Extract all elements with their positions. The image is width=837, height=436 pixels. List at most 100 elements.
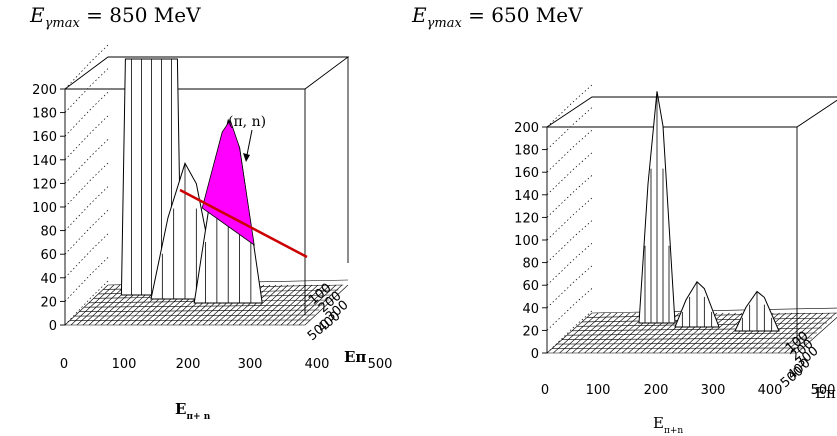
x-tick-label: 0 <box>541 383 549 398</box>
z-tick-label: 60 <box>522 279 539 294</box>
chart-panel-1: Eγmax = 850 MeV 0 20 40 60 80 100 120 140 160 180 2… <box>29 3 392 422</box>
x-tick-label: 200 <box>176 357 201 372</box>
floor-col <box>250 284 295 326</box>
floor-col <box>280 284 325 326</box>
floor-col <box>571 312 618 354</box>
y-axis-label: Eπ <box>344 348 366 366</box>
floor-col <box>584 312 630 354</box>
floor-col <box>82 284 127 326</box>
title-sub: γmax <box>45 16 81 31</box>
floor-row <box>561 337 813 340</box>
x-tick-label: 0 <box>60 357 68 372</box>
box-top <box>64 56 350 90</box>
x-tick-label: 400 <box>758 383 783 398</box>
z-gridline <box>64 233 109 279</box>
floor-col <box>765 312 811 354</box>
z-tick-label: 120 <box>32 177 57 192</box>
z-tick-label: 180 <box>32 107 57 122</box>
z-tick-label: 40 <box>522 302 539 317</box>
z-gridline <box>546 84 593 128</box>
z-tick-label: 160 <box>32 130 57 145</box>
x-label-sub: π+n <box>664 426 683 436</box>
title-sub: γmax <box>427 16 463 31</box>
floor-col <box>238 284 283 326</box>
floor-col <box>274 284 319 326</box>
floor-col <box>740 312 786 354</box>
annotation-arrowhead <box>243 153 250 162</box>
floor-col <box>790 312 836 354</box>
z-gridline <box>64 209 109 255</box>
z-gridline <box>546 107 593 150</box>
z-gridline <box>64 186 109 231</box>
floor-col <box>596 312 643 354</box>
floor-row <box>79 309 320 312</box>
z-gridline <box>546 175 593 218</box>
x-tick-label: 300 <box>701 383 726 398</box>
floor-col <box>70 284 115 326</box>
z-tick-label: 100 <box>514 234 539 249</box>
z-gridline <box>546 152 593 196</box>
floor-col <box>298 284 343 326</box>
floor-col <box>559 312 605 354</box>
floor-col <box>771 312 818 354</box>
z-gridline <box>546 242 593 286</box>
floor-col <box>304 284 349 326</box>
floor-col <box>553 312 599 354</box>
floor-col <box>784 312 830 354</box>
floor-col <box>578 312 624 354</box>
x-label-main: E <box>175 400 186 418</box>
z-tick-label: 0 <box>49 319 57 334</box>
title-rest: = 850 MeV <box>80 3 201 27</box>
floor-col <box>232 284 277 326</box>
z-gridline <box>546 129 593 173</box>
z-gridline <box>64 91 109 137</box>
z-gridline <box>64 44 109 90</box>
z-tick-label: 60 <box>40 248 57 263</box>
z-gridline <box>64 162 109 208</box>
title-main: E <box>411 3 427 27</box>
chart-title: Eγmax = 850 MeV <box>29 3 201 31</box>
floor-col <box>64 284 109 326</box>
z-tick-label: 20 <box>40 295 57 310</box>
annotation-label: (π, n) <box>228 114 266 130</box>
floor-col <box>759 312 805 354</box>
floor-col <box>696 312 743 354</box>
z-gridline <box>64 257 109 302</box>
floor-row <box>591 307 837 314</box>
title-main: E <box>29 3 45 27</box>
floor-col <box>256 284 301 326</box>
floor-col <box>684 312 730 354</box>
x-tick-label: 300 <box>238 357 263 372</box>
z-tick-label: 80 <box>522 257 539 272</box>
z-tick-label: 100 <box>32 201 57 216</box>
z-tick-label: 180 <box>514 144 539 159</box>
floor-col <box>244 284 289 326</box>
z-tick-label: 200 <box>514 121 539 136</box>
floor-row <box>571 327 823 332</box>
z-gridline <box>546 288 593 331</box>
x-tick-label: 500 <box>811 383 836 398</box>
chart-panel-2: Eγmax = 650 MeV 0 20 40 60 80 100 120 140 160 180 2… <box>411 3 837 436</box>
floor-col <box>590 312 636 354</box>
z-gridline <box>64 280 109 326</box>
cut-line <box>179 188 308 259</box>
x-tick-label: 500 <box>368 357 393 372</box>
floor-col <box>286 284 331 326</box>
z-gridline <box>64 139 109 184</box>
z-gridline <box>546 197 593 241</box>
x-axis-label: Eπ+n <box>653 414 683 436</box>
floor-col <box>268 284 313 326</box>
chart-title: Eγmax = 650 MeV <box>411 3 583 31</box>
z-gridline <box>546 310 593 354</box>
x-tick-label: 400 <box>305 357 330 372</box>
z-tick-label: 80 <box>40 225 57 240</box>
z-tick-label: 160 <box>514 166 539 181</box>
z-tick-label: 40 <box>40 272 57 287</box>
z-gridline <box>64 115 109 161</box>
floor-col <box>546 312 593 354</box>
z-tick-label: 20 <box>522 324 539 339</box>
x-label-main: E <box>653 414 664 432</box>
x-tick-label: 200 <box>644 383 669 398</box>
x-tick-label: 100 <box>586 383 611 398</box>
